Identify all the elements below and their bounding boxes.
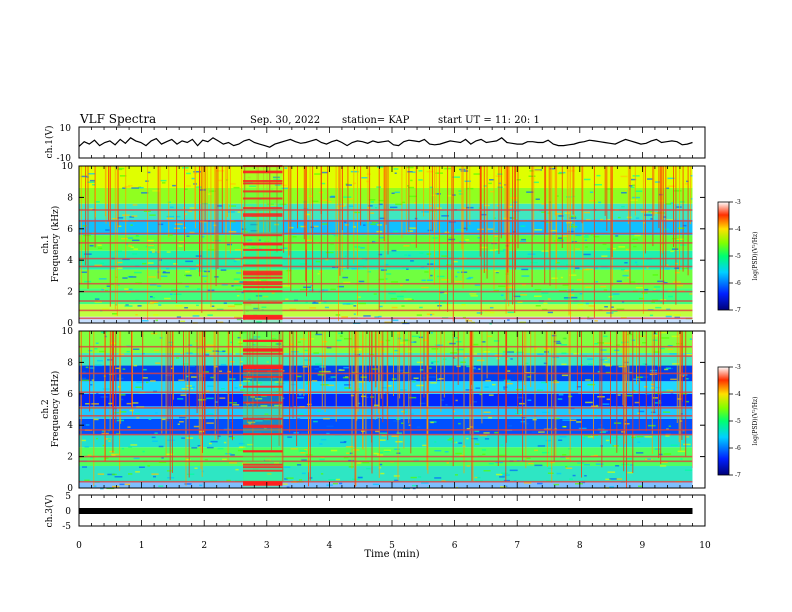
colorbar-tick-label: -7 — [735, 472, 741, 479]
colorbar-tick-label: -3 — [735, 364, 741, 371]
colorbar-ch2-ticks: -3 -4 -5 -6 -7 — [729, 364, 741, 479]
xtick-label: 10 — [699, 541, 711, 551]
x-axis-label: Time (min) — [364, 549, 419, 560]
spectrogram-ch2-image — [79, 331, 705, 490]
wave1-ytick-bottom: -10 — [57, 154, 72, 164]
ytick-label: 2 — [67, 453, 73, 463]
ytick-label: 4 — [67, 421, 73, 431]
spec2-ylabel-freq: Frequency (kHz) — [50, 371, 61, 448]
xtick-label: 0 — [76, 541, 82, 551]
colorbar-tick-label: -4 — [735, 226, 741, 233]
x-axis-tick-labels: 0 1 2 3 4 5 6 7 8 9 10 — [76, 541, 711, 551]
start-time-label: start UT = 11: 20: 1 — [438, 115, 540, 126]
date-label: Sep. 30, 2022 — [250, 115, 320, 126]
colorbar-ch1-label: log(PSD)(V²/Hz) — [752, 232, 759, 281]
waveform-ch3-line — [79, 508, 693, 514]
spectrogram-ch2-panel: 0 2 4 6 8 10 ch.2 Frequency (kHz) — [41, 327, 706, 494]
ytick-label: 8 — [67, 358, 73, 368]
colorbar-ch2: -3 -4 -5 -6 -7 log(PSD)(V²/Hz) — [717, 364, 759, 479]
spectrogram-ch2-yticks: 0 2 4 6 8 10 — [62, 327, 705, 494]
colorbar-ch2-gradient — [717, 366, 730, 476]
colorbar-ch1-gradient — [717, 201, 730, 311]
waveform-ch1-panel: 10 -10 ch.1(V) — [44, 124, 706, 164]
spec1-ylabel-freq: Frequency (kHz) — [50, 206, 61, 283]
colorbar-tick-label: -7 — [735, 307, 741, 314]
wave3-ylabel: ch.3(V) — [44, 495, 55, 528]
xtick-label: 2 — [201, 541, 207, 551]
colorbar-tick-label: -6 — [735, 445, 741, 452]
ytick-label: 10 — [62, 162, 74, 172]
ytick-label: 0 — [67, 319, 73, 329]
wave3-ytick-top: 5 — [65, 492, 71, 502]
ytick-label: 10 — [62, 327, 74, 337]
colorbar-tick-label: -5 — [735, 418, 741, 425]
colorbar-tick-label: -5 — [735, 253, 741, 260]
xtick-label: 7 — [514, 541, 520, 551]
ytick-label: 6 — [67, 390, 73, 400]
xtick-label: 4 — [327, 541, 333, 551]
xtick-label: 1 — [139, 541, 145, 551]
xtick-label: 6 — [452, 541, 458, 551]
xtick-label: 3 — [264, 541, 270, 551]
colorbar-tick-label: -3 — [735, 199, 741, 206]
station-label: station= KAP — [342, 115, 410, 126]
xtick-label: 9 — [640, 541, 646, 551]
ytick-label: 6 — [67, 225, 73, 235]
ytick-label: 2 — [67, 288, 73, 298]
waveform-ch1-line — [78, 137, 693, 148]
ytick-label: 4 — [67, 256, 73, 266]
wave3-ytick-mid: 0 — [65, 507, 71, 517]
colorbar-ch1: -3 -4 -5 -6 -7 log(PSD)(V²/Hz) — [717, 199, 759, 314]
ytick-label: 8 — [67, 193, 73, 203]
x-axis-ticks — [78, 127, 706, 526]
wave1-ylabel: ch.1(V) — [44, 126, 55, 159]
waveform-ch3-panel: 5 0 -5 ch.3(V) — [44, 492, 706, 532]
xtick-label: 5 — [389, 541, 395, 551]
spectrogram-ch1-image — [79, 165, 705, 325]
spec2-ylabel-ch: ch.2 — [41, 399, 51, 418]
spectrogram-ch1-panel: 0 2 4 6 8 10 ch.1 Frequency (kHz) — [41, 162, 706, 329]
spectrogram-ch1-yticks: 0 2 4 6 8 10 — [62, 162, 705, 329]
colorbar-tick-label: -6 — [735, 280, 741, 287]
colorbar-tick-label: -4 — [735, 391, 741, 398]
wave1-ytick-top: 10 — [60, 124, 72, 134]
ytick-label: 0 — [67, 484, 73, 494]
spec1-ylabel-ch: ch.1 — [41, 234, 51, 253]
colorbar-ch1-ticks: -3 -4 -5 -6 -7 — [729, 199, 741, 314]
wave3-ytick-bottom: -5 — [62, 522, 71, 532]
colorbar-ch2-label: log(PSD)(V²/Hz) — [752, 397, 759, 446]
xtick-label: 8 — [577, 541, 583, 551]
figure-title: VLF Spectra — [79, 112, 156, 126]
